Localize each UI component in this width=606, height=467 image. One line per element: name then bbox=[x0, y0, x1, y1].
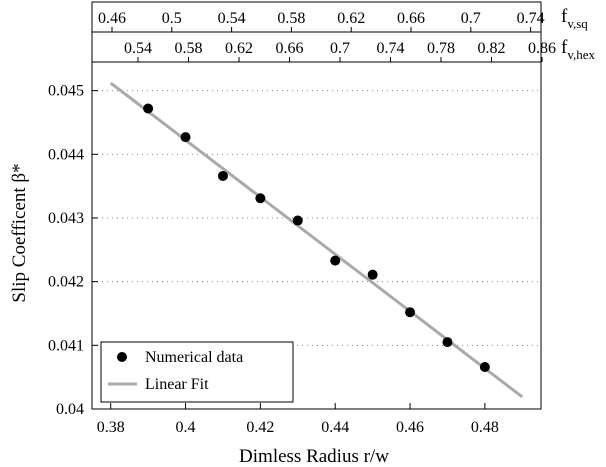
axes bbox=[91, 1, 543, 410]
x-tick-label: 0.44 bbox=[321, 419, 349, 436]
top-hex-tick-label: 0.78 bbox=[427, 40, 455, 57]
data-point bbox=[442, 337, 453, 348]
top-hex-tick-label: 0.82 bbox=[478, 40, 506, 57]
top-sq-tick-label: 0.74 bbox=[517, 10, 545, 27]
top-hex-tick-label: 0.74 bbox=[377, 40, 405, 57]
top-axis-hex-title-main: f bbox=[561, 37, 568, 58]
top-sq-tick-label: 0.7 bbox=[461, 10, 481, 27]
legend-marker-numerical bbox=[117, 352, 127, 362]
data-point bbox=[330, 255, 341, 266]
top-axis-hex-title: fv,hex bbox=[561, 37, 596, 62]
y-tick-label: 0.041 bbox=[48, 337, 84, 354]
data-point bbox=[292, 215, 303, 226]
top-hex-tick-label: 0.66 bbox=[276, 40, 304, 57]
legend: Numerical data Linear Fit bbox=[100, 341, 294, 403]
top-hex-tick-label: 0.62 bbox=[225, 40, 253, 57]
y-tick-label: 0.04 bbox=[56, 401, 84, 418]
x-tick-label: 0.42 bbox=[246, 419, 274, 436]
top-sq-tick-label: 0.46 bbox=[98, 10, 126, 27]
legend-label-numerical: Numerical data bbox=[145, 349, 243, 366]
y-axis-title: Slip Coefficent β* bbox=[9, 163, 30, 302]
x-tick-label: 0.38 bbox=[97, 419, 125, 436]
top-axis-sq-title: fv,sq bbox=[561, 6, 588, 31]
x-tick-label: 0.48 bbox=[471, 419, 499, 436]
top-sq-tick-label: 0.54 bbox=[218, 10, 246, 27]
x-tick-label: 0.46 bbox=[396, 419, 424, 436]
y-tick-label: 0.044 bbox=[48, 146, 84, 163]
x-axis-title: Dimless Radius r/w bbox=[239, 446, 389, 467]
top-sq-tick-label: 0.66 bbox=[397, 10, 425, 27]
chart-marks bbox=[109, 81, 524, 399]
top-sq-tick-label: 0.5 bbox=[162, 10, 182, 27]
grid-lines bbox=[92, 90, 541, 346]
top-sq-tick-label: 0.58 bbox=[277, 10, 305, 27]
top-axis-sq-title-main: f bbox=[561, 6, 568, 27]
top-hex-tick-label: 0.7 bbox=[330, 40, 350, 57]
y-tick-label: 0.043 bbox=[48, 210, 84, 227]
top-hex-tick-label: 0.58 bbox=[175, 40, 203, 57]
top-sq-tick-label: 0.62 bbox=[337, 10, 365, 27]
data-point bbox=[217, 170, 228, 181]
y-tick-label: 0.042 bbox=[48, 274, 84, 291]
top-hex-tick-label: 0.54 bbox=[124, 40, 152, 57]
data-point bbox=[143, 103, 154, 114]
data-point bbox=[405, 307, 416, 318]
top-hex-tick-label: 0.86 bbox=[528, 40, 556, 57]
data-point bbox=[367, 269, 378, 280]
legend-box bbox=[100, 341, 294, 403]
top-axis-sq-title-sub: v,sq bbox=[567, 16, 588, 31]
data-point bbox=[479, 361, 490, 372]
data-point bbox=[255, 193, 266, 204]
tick-labels: 0.38 0.4 0.42 0.44 0.46 0.48 0.04 0.041 0.042 0.0… bbox=[48, 10, 556, 436]
x-tick-label: 0.4 bbox=[176, 419, 196, 436]
top-axis-hex-title-sub: v,hex bbox=[567, 47, 595, 62]
legend-label-linear-fit: Linear Fit bbox=[145, 376, 209, 393]
y-tick-label: 0.045 bbox=[48, 83, 84, 100]
linear-fit-line bbox=[109, 81, 524, 399]
data-point bbox=[180, 132, 191, 143]
